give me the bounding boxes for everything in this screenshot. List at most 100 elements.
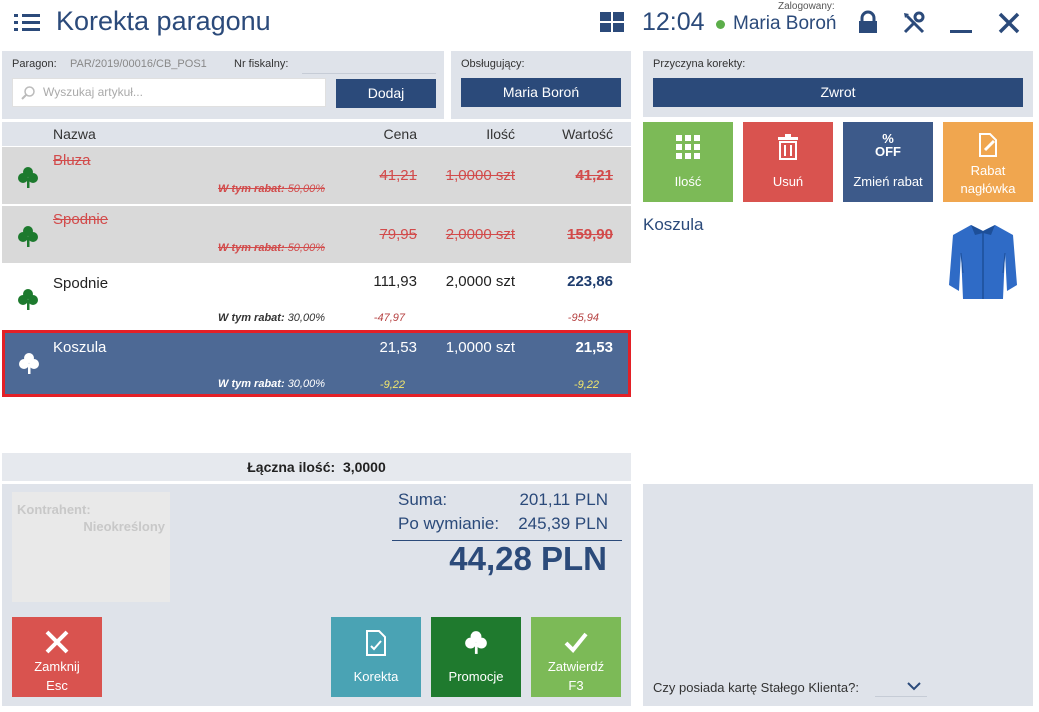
sum-value: 201,11 PLN: [519, 490, 608, 509]
item-value: 159,90: [567, 226, 613, 243]
item-price: 41,21: [379, 167, 417, 184]
header-discount-label: Rabat nagłówka: [960, 163, 1016, 196]
operator-panel: Obsługujący: Maria Boroń: [451, 51, 631, 119]
table-empty-area: [2, 398, 631, 452]
selected-item-name: Koszula: [643, 215, 704, 234]
reason-select[interactable]: Zwrot: [653, 78, 1023, 107]
table-row[interactable]: Spodnie 79,95 2,0000 szt 159,90 W tym ra…: [2, 206, 631, 264]
col-qty: Ilość: [486, 126, 515, 142]
search-input[interactable]: [43, 85, 313, 99]
item-preview: Koszula: [643, 205, 1033, 481]
trash-icon: [778, 134, 798, 160]
summary-panel: Kontrahent: Nieokreślony Suma: 201,11 PL…: [2, 484, 631, 706]
add-button[interactable]: Dodaj: [336, 79, 436, 108]
lock-icon[interactable]: [855, 10, 881, 36]
receipt-panel: Paragon: PAR/2019/00016/CB_POS1 Nr fiska…: [2, 51, 444, 119]
confirm-button-key: F3: [568, 678, 584, 693]
percent-off-icon: % OFF: [875, 131, 901, 159]
item-price: 79,95: [379, 226, 417, 243]
confirm-button-label: Zatwierdź: [547, 659, 605, 674]
paragon-value: PAR/2019/00016/CB_POS1: [70, 58, 207, 70]
col-name: Nazwa: [53, 126, 96, 142]
item-name: Spodnie: [53, 211, 109, 228]
promotions-button-label: Promocje: [448, 669, 504, 684]
header-discount-button[interactable]: Rabat nagłówka: [943, 122, 1033, 202]
table-header: Nazwa Cena Ilość Wartość: [2, 122, 631, 146]
chevron-down-icon: [907, 682, 921, 691]
change-discount-label: Zmień rabat: [853, 174, 923, 189]
operator-label: Obsługujący:: [461, 58, 525, 70]
loyalty-select[interactable]: [875, 677, 927, 697]
loyalty-panel: Czy posiada kartę Stałego Klienta?:: [643, 484, 1033, 706]
shirt-image: [949, 225, 1017, 299]
layout-grid-icon[interactable]: [600, 12, 626, 34]
remove-button-label: Usuń: [772, 174, 804, 189]
item-discount: W tym rabat: 30,00%: [218, 312, 325, 324]
item-discount: W tym rabat: 30,00%: [218, 378, 325, 390]
contractor-box[interactable]: Kontrahent: Nieokreślony: [12, 492, 170, 602]
page-title: Korekta paragonu: [56, 6, 271, 36]
confirm-button[interactable]: Zatwierdź F3: [531, 617, 621, 697]
close-button-key: Esc: [46, 678, 68, 693]
search-box[interactable]: [12, 78, 326, 107]
table-row[interactable]: Bluza 41,21 1,0000 szt 41,21 W tym rabat…: [2, 147, 631, 205]
item-discount: W tym rabat: 50,00%: [218, 183, 325, 195]
item-qty: 2,0000 szt: [445, 226, 515, 243]
remove-button[interactable]: Usuń: [743, 122, 833, 202]
item-qty: 2,0000 szt: [445, 273, 515, 290]
close-button-label: Zamknij: [34, 659, 80, 674]
grand-total: 44,28 PLN: [449, 540, 607, 577]
correction-button[interactable]: Korekta: [331, 617, 421, 697]
sum-label: Suma:: [398, 490, 448, 509]
item-price: 21,53: [379, 339, 417, 356]
item-name: Bluza: [53, 152, 91, 169]
fiscal-number-field: [302, 73, 436, 74]
close-button[interactable]: Zamknij Esc: [12, 617, 102, 697]
clover-icon: [19, 353, 39, 374]
document-edit-icon: [979, 133, 997, 157]
table-row[interactable]: Spodnie 111,93 2,0000 szt 223,86 W tym r…: [2, 265, 631, 329]
item-value-discount: -9,22: [573, 379, 599, 391]
item-value: 21,53: [575, 339, 613, 356]
logged-in-label: Zalogowany:: [778, 1, 835, 12]
status-dot-icon: [716, 20, 725, 29]
item-qty: 1,0000 szt: [445, 167, 515, 184]
clover-icon: [18, 167, 38, 188]
menu-icon[interactable]: [14, 12, 42, 34]
reason-label: Przyczyna korekty:: [653, 58, 746, 70]
contractor-value: Nieokreślony: [83, 519, 165, 534]
close-icon[interactable]: [996, 10, 1022, 36]
item-qty: 1,0000 szt: [445, 339, 515, 356]
promotions-button[interactable]: Promocje: [431, 617, 521, 697]
col-value: Wartość: [562, 126, 613, 142]
loyalty-question: Czy posiada kartę Stałego Klienta?:: [653, 680, 859, 695]
operator-select[interactable]: Maria Boroń: [461, 78, 621, 107]
search-icon: [21, 86, 35, 100]
item-value-discount: -95,94: [567, 312, 599, 324]
table-row-selected[interactable]: Koszula 21,53 1,0000 szt 21,53 W tym rab…: [2, 330, 631, 397]
minimize-icon[interactable]: [948, 10, 974, 36]
document-edit-icon: [366, 630, 386, 656]
check-icon: [564, 632, 588, 653]
after-exchange-value: 245,39 PLN: [518, 514, 608, 533]
col-price: Cena: [383, 126, 417, 142]
change-discount-button[interactable]: % OFF Zmień rabat: [843, 122, 933, 202]
after-exchange-label: Po wymianie:: [398, 514, 500, 533]
item-price: 111,93: [373, 273, 417, 290]
item-value: 41,21: [575, 167, 613, 184]
sums-divider: [392, 540, 622, 541]
item-discount: W tym rabat: 50,00%: [218, 242, 325, 254]
tools-icon[interactable]: [901, 10, 927, 36]
item-price-discount: -47,97: [373, 312, 405, 324]
correction-button-label: Korekta: [353, 669, 399, 684]
item-name: Spodnie: [53, 275, 109, 292]
paragon-label: Paragon:: [12, 58, 57, 70]
clover-icon: [465, 631, 487, 654]
total-quantity: Łączna ilość: 3,0000: [2, 453, 631, 481]
reason-panel: Przyczyna korekty: Zwrot: [643, 51, 1033, 117]
quantity-button[interactable]: Ilość: [643, 122, 733, 202]
grid-icon: [676, 135, 700, 159]
item-name: Koszula: [53, 339, 107, 356]
close-x-icon: [45, 630, 69, 654]
clover-icon: [18, 226, 38, 247]
